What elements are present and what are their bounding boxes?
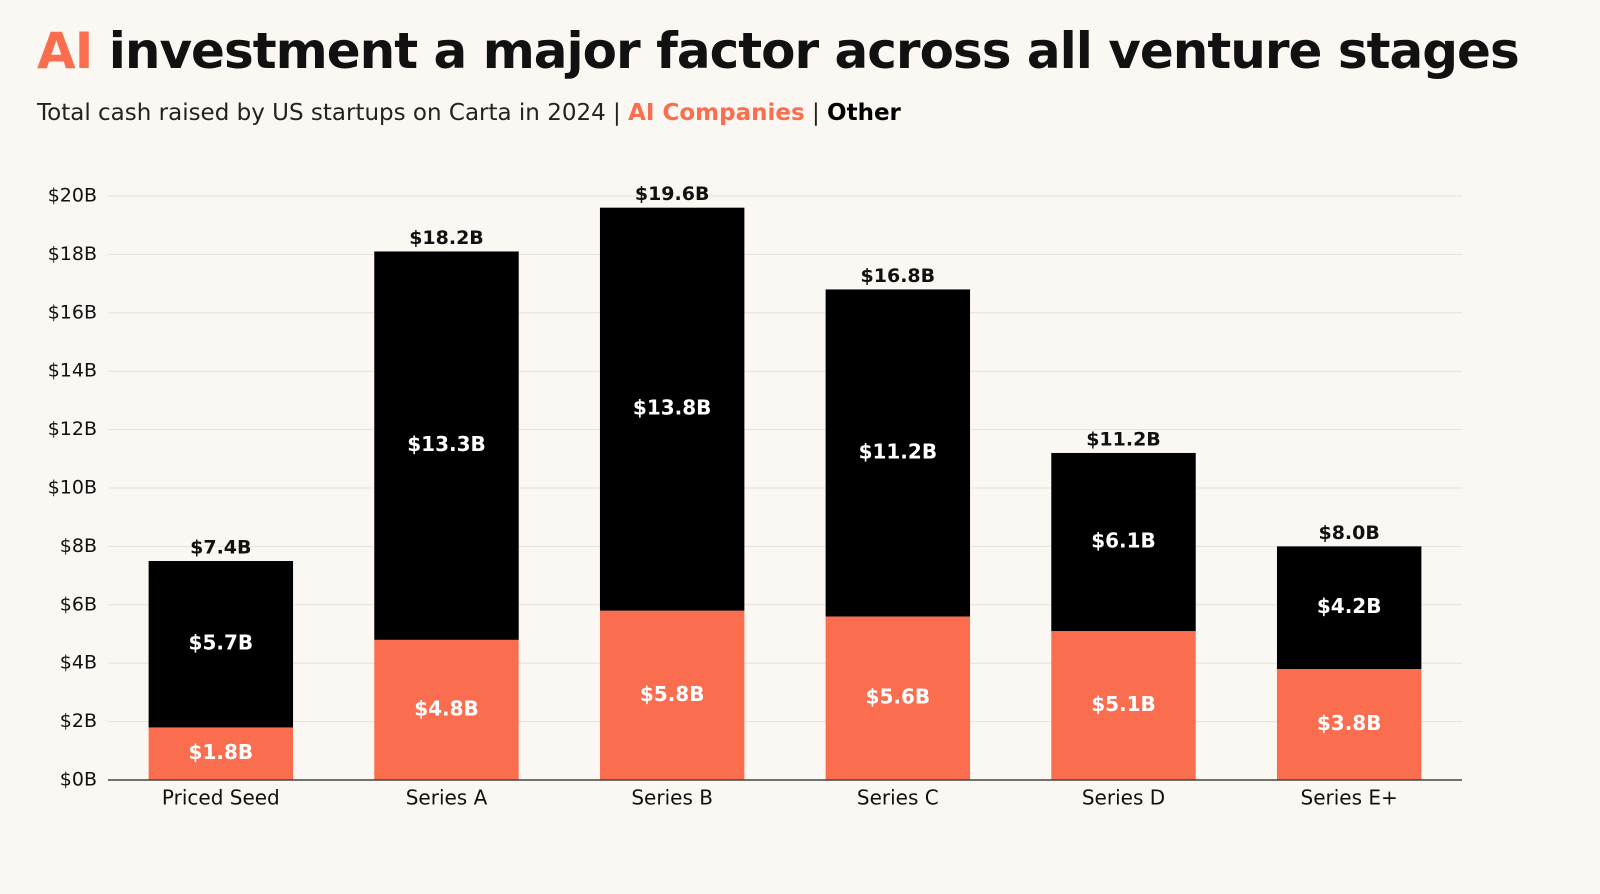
bar-segment: [148, 561, 294, 728]
y-tick-label: $10B: [48, 477, 97, 499]
y-tick-label: $14B: [48, 360, 97, 382]
data-label: $13.3B: [407, 432, 486, 456]
bar-segment: [148, 727, 294, 780]
data-label: $5.6B: [866, 685, 931, 709]
bar-segment: [599, 207, 745, 611]
total-label: $11.2B: [1086, 428, 1161, 450]
bar-segment: [374, 251, 519, 640]
x-tick-label: Series E+: [1301, 786, 1398, 810]
y-tick-label: $16B: [48, 301, 97, 323]
bar-segment: [825, 289, 971, 617]
total-label: $8.0B: [1318, 522, 1379, 544]
title-text: investment a major factor across all ven…: [108, 22, 1520, 80]
y-tick-label: $0B: [60, 769, 97, 791]
total-label: $7.4B: [190, 537, 251, 559]
title-highlight: AI: [37, 22, 93, 80]
separator: |: [613, 100, 621, 126]
data-label: $4.2B: [1317, 594, 1382, 618]
data-label: $6.1B: [1091, 529, 1156, 553]
separator: |: [811, 100, 820, 126]
data-label: $11.2B: [859, 439, 938, 463]
data-label: $13.8B: [633, 396, 712, 420]
x-tick-label: Priced Seed: [162, 786, 280, 810]
data-label: $3.8B: [1317, 711, 1382, 735]
bar-segment: [1051, 631, 1196, 780]
y-tick-label: $2B: [60, 710, 97, 732]
total-label: $19.6B: [635, 183, 710, 205]
x-tick-label: Series C: [857, 786, 939, 810]
total-label: $18.2B: [409, 227, 484, 249]
data-label: $5.8B: [640, 682, 705, 706]
y-tick-label: $18B: [48, 243, 97, 265]
x-tick-label: Series A: [406, 786, 488, 810]
bar-segment: [1276, 546, 1422, 670]
legend-entry: AI Companies: [628, 100, 805, 126]
y-tick-label: $6B: [60, 593, 97, 615]
x-tick-label: Series D: [1082, 786, 1165, 810]
x-tick-label: Series B: [631, 786, 713, 810]
y-tick-label: $8B: [60, 535, 97, 557]
subtitle: Total cash raised by US startups on Cart…: [37, 100, 901, 126]
bar-segment: [374, 639, 519, 780]
data-label: $5.7B: [189, 631, 254, 655]
data-label: $5.1B: [1091, 692, 1156, 716]
bar-segment: [825, 616, 971, 780]
data-label: $1.8B: [189, 740, 254, 764]
subtitle-text: Total cash raised by US startups on Cart…: [37, 100, 606, 126]
legend-entry: Other: [827, 100, 901, 126]
y-tick-label: $12B: [48, 418, 97, 440]
data-label: $4.8B: [414, 696, 479, 720]
bar-segment: [1276, 669, 1422, 780]
chart-title: AI investment a major factor across all …: [37, 22, 1520, 80]
bar-segment: [1051, 452, 1196, 632]
bar-segment: [599, 610, 745, 780]
y-tick-label: $4B: [60, 652, 97, 674]
y-tick-label: $20B: [48, 185, 97, 207]
total-label: $16.8B: [861, 265, 936, 287]
